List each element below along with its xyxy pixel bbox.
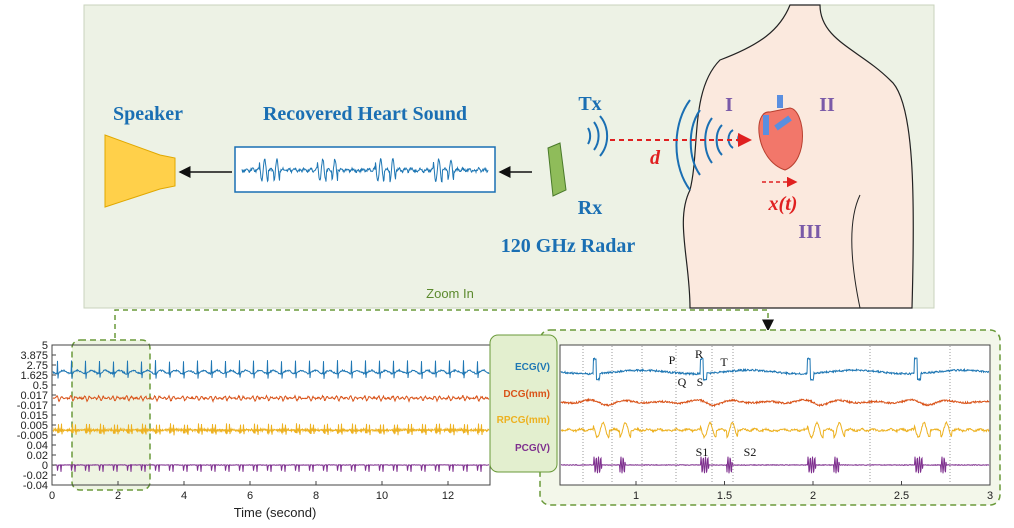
rx-label: Rx (578, 197, 602, 219)
signal-legend (489, 334, 558, 473)
x-tick-label: 1 (633, 490, 639, 502)
signal-trace (560, 356, 990, 382)
y-tick-label: 0.04 (27, 440, 48, 452)
wave-annotation: S1 (696, 445, 709, 459)
y-tick-label: 0 (42, 460, 48, 472)
signal-label: ECG(V) (515, 362, 550, 373)
y-tick-label: -0.017 (17, 400, 48, 412)
speaker-icon (104, 134, 176, 208)
signal-trace (560, 397, 990, 408)
x-tick-label: 8 (313, 490, 319, 502)
y-tick-label: 0.017 (20, 390, 48, 402)
signal-label: DCG(mm) (503, 389, 550, 400)
wave-annotation: R (695, 347, 703, 361)
vessels (763, 95, 792, 135)
wave-annotation: S (697, 375, 704, 389)
y-tick-label: 0.02 (27, 450, 48, 462)
y-tick-label: 0.015 (20, 410, 48, 422)
y-tick-label: 2.75 (27, 360, 48, 372)
x-tick-label: 2 (115, 490, 121, 502)
right-axes (559, 344, 991, 486)
x-tick-label: 10 (376, 490, 388, 502)
signal-trace (52, 423, 490, 436)
zoom-label: Zoom In (426, 286, 474, 301)
x-tick-label: 1.5 (717, 490, 732, 502)
x-tick-label: 2 (810, 490, 816, 502)
signal-label: PCG(V) (515, 443, 550, 454)
region-label: III (798, 221, 822, 243)
radar-label: 120 GHz Radar (501, 235, 636, 257)
x-tick-label: 12 (442, 490, 454, 502)
y-tick-label: 3.875 (20, 350, 48, 362)
recovered-label: Recovered Heart Sound (263, 103, 467, 125)
x-tick-label: 2.5 (894, 490, 909, 502)
y-tick-label: 1.625 (20, 370, 48, 382)
signal-trace (52, 394, 490, 403)
sound-wave (241, 157, 489, 183)
x-tick-label: 3 (987, 490, 993, 502)
x-axis-label: Time (second) (234, 505, 317, 520)
y-tick-label: -0.02 (23, 470, 48, 482)
wave-annotation: T (720, 355, 728, 369)
signal-trace (560, 456, 990, 474)
y-tick-label: 0.5 (33, 380, 48, 392)
tx-label: Tx (578, 93, 601, 115)
signal-label: RPCG(mm) (497, 415, 550, 426)
xt-label: x(t) (768, 193, 798, 215)
x-tick-label: 0 (49, 490, 55, 502)
y-tick-label: -0.04 (23, 480, 48, 492)
radar-icon (547, 142, 567, 197)
x-tick-label: 6 (247, 490, 253, 502)
signal-trace (52, 463, 490, 472)
sound-box (234, 146, 496, 193)
zoom-region (71, 339, 151, 491)
y-tick-label: 5 (42, 340, 48, 352)
x-tick-label: 4 (181, 490, 187, 502)
wave-annotation: Q (678, 375, 687, 389)
y-tick-label: -0.005 (17, 430, 48, 442)
y-tick-label: 0.005 (20, 420, 48, 432)
speaker-label: Speaker (113, 103, 183, 125)
wave-annotation: P (669, 353, 676, 367)
arm-line (851, 194, 861, 309)
region-label: II (819, 94, 835, 116)
d-label: d (650, 147, 661, 169)
wave-annotation: S2 (744, 445, 757, 459)
region-label: I (725, 94, 733, 116)
zoom-line (114, 309, 774, 338)
signal-trace (560, 420, 990, 440)
heart (758, 107, 803, 171)
signal-trace (52, 360, 490, 379)
